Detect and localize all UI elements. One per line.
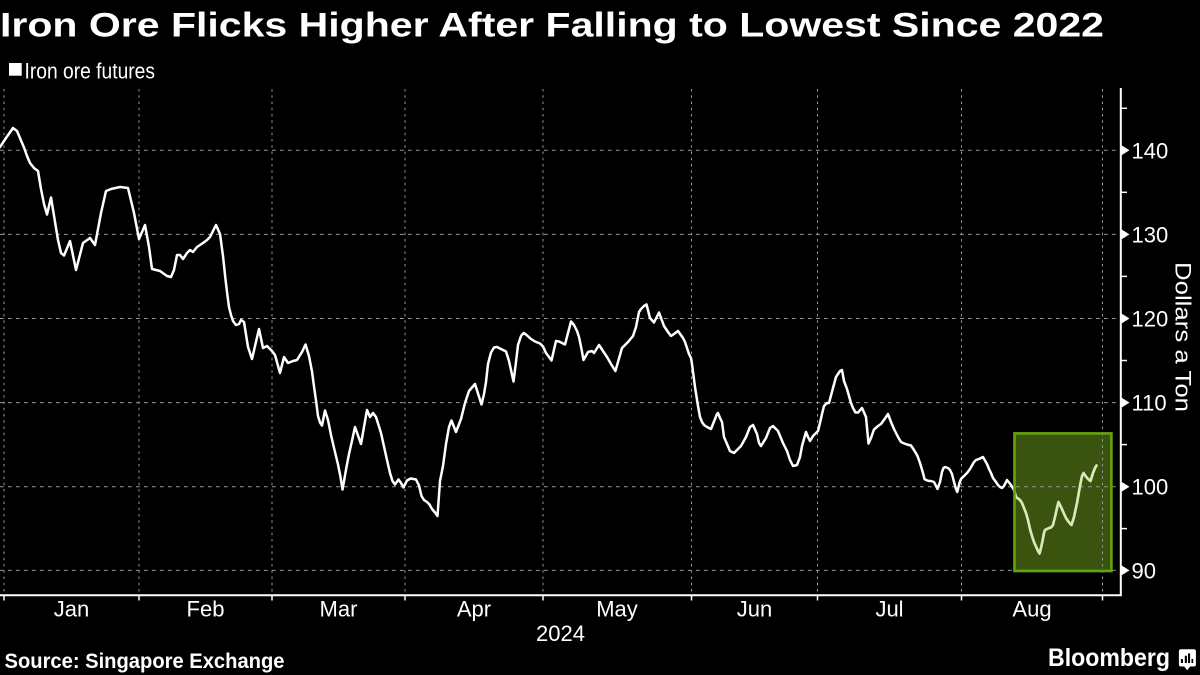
svg-text:90: 90 bbox=[1132, 558, 1156, 583]
svg-text:Aug: Aug bbox=[1012, 597, 1051, 622]
svg-text:140: 140 bbox=[1132, 138, 1169, 163]
svg-text:Iron ore futures: Iron ore futures bbox=[25, 59, 156, 84]
svg-text:100: 100 bbox=[1132, 475, 1169, 500]
svg-text:Jun: Jun bbox=[737, 597, 772, 622]
svg-text:2024: 2024 bbox=[536, 621, 585, 646]
svg-text:130: 130 bbox=[1132, 222, 1169, 247]
svg-text:Bloomberg: Bloomberg bbox=[1048, 644, 1170, 672]
svg-text:Jan: Jan bbox=[54, 597, 89, 622]
svg-text:Dollars a Ton: Dollars a Ton bbox=[1171, 262, 1196, 412]
svg-text:Source: Singapore Exchange: Source: Singapore Exchange bbox=[5, 650, 285, 673]
svg-text:Jul: Jul bbox=[875, 597, 903, 622]
svg-text:Apr: Apr bbox=[457, 597, 491, 622]
svg-text:Feb: Feb bbox=[187, 597, 225, 622]
svg-text:120: 120 bbox=[1132, 307, 1169, 332]
svg-text:May: May bbox=[596, 597, 638, 622]
svg-text:Iron Ore Flicks Higher After F: Iron Ore Flicks Higher After Falling to … bbox=[0, 7, 1104, 45]
svg-text:Mar: Mar bbox=[320, 597, 358, 622]
svg-text:110: 110 bbox=[1132, 391, 1167, 416]
